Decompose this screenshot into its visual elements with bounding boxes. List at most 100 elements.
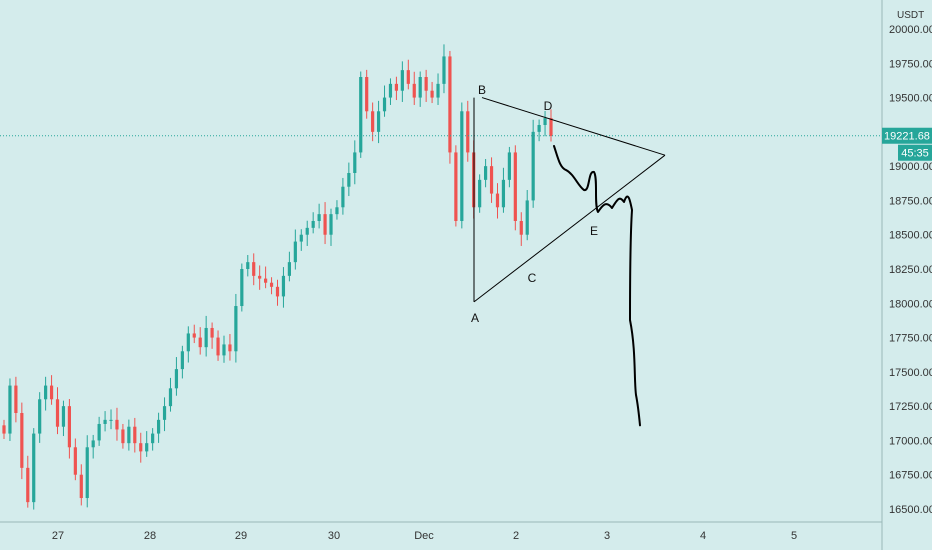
- triangle-lower-trendline[interactable]: [473, 154, 666, 303]
- y-tick-label: 17750.00: [889, 333, 932, 345]
- candle-body[interactable]: [341, 186, 345, 208]
- candle-body[interactable]: [275, 286, 280, 297]
- candle-body[interactable]: [156, 419, 161, 434]
- candle-body[interactable]: [513, 152, 517, 221]
- candle-body[interactable]: [234, 306, 238, 352]
- candle-body[interactable]: [483, 166, 488, 180]
- candle-body[interactable]: [91, 440, 95, 448]
- candle-body[interactable]: [121, 429, 125, 444]
- candle-body[interactable]: [210, 327, 214, 338]
- candle-body[interactable]: [305, 227, 309, 235]
- candle-body[interactable]: [222, 344, 226, 356]
- candle-body[interactable]: [168, 388, 173, 407]
- candle-body[interactable]: [97, 423, 101, 441]
- candle-body[interactable]: [287, 262, 291, 276]
- candle-body[interactable]: [26, 467, 30, 503]
- candle-body[interactable]: [388, 83, 393, 98]
- candle-body[interactable]: [323, 214, 327, 235]
- candle-body[interactable]: [38, 399, 42, 434]
- candle-body[interactable]: [180, 351, 184, 370]
- candle-body[interactable]: [537, 125, 541, 132]
- candle-body[interactable]: [495, 193, 500, 208]
- candle-body[interactable]: [424, 77, 428, 91]
- candle-body[interactable]: [359, 77, 363, 153]
- candle-body[interactable]: [246, 262, 250, 269]
- candle-body[interactable]: [507, 152, 511, 180]
- candle-body[interactable]: [44, 385, 48, 400]
- candle-body[interactable]: [216, 337, 220, 356]
- candle-body[interactable]: [252, 262, 256, 276]
- projection-drawing[interactable]: [553, 145, 641, 427]
- candle-body[interactable]: [264, 278, 268, 283]
- candle-body[interactable]: [353, 152, 357, 173]
- candle-body[interactable]: [61, 406, 66, 427]
- x-tick-label: 2: [513, 530, 519, 542]
- candle-body[interactable]: [371, 111, 375, 132]
- candle-body[interactable]: [139, 443, 143, 452]
- candle-body[interactable]: [14, 385, 18, 413]
- candle-body[interactable]: [454, 152, 458, 221]
- candle-body[interactable]: [335, 207, 339, 215]
- candle-body[interactable]: [73, 447, 77, 475]
- candle-body[interactable]: [412, 83, 416, 98]
- candle-body[interactable]: [198, 337, 202, 348]
- candle-body[interactable]: [394, 83, 399, 91]
- candle-body[interactable]: [85, 447, 89, 499]
- candle-body[interactable]: [478, 179, 482, 208]
- candle-body[interactable]: [531, 131, 535, 201]
- candle-body[interactable]: [269, 282, 274, 287]
- candle-body[interactable]: [2, 425, 6, 434]
- triangle-upper-trendline[interactable]: [481, 97, 666, 156]
- candle-body[interactable]: [442, 56, 446, 84]
- candle-body[interactable]: [299, 234, 303, 242]
- candle-body[interactable]: [127, 426, 131, 444]
- candle-body[interactable]: [317, 214, 321, 221]
- candle-body[interactable]: [329, 214, 333, 235]
- candle-body[interactable]: [20, 413, 24, 468]
- candle-body[interactable]: [258, 275, 262, 279]
- candle-body[interactable]: [8, 385, 12, 434]
- candle-body[interactable]: [109, 419, 113, 421]
- candle-body[interactable]: [519, 221, 523, 235]
- candle-body[interactable]: [448, 56, 452, 153]
- candle-body[interactable]: [311, 221, 315, 228]
- candle-body[interactable]: [115, 419, 119, 430]
- candle-body[interactable]: [133, 426, 137, 444]
- candle-body[interactable]: [103, 419, 107, 424]
- candle-body[interactable]: [240, 269, 244, 307]
- candle-body[interactable]: [186, 333, 190, 352]
- y-axis-unit: USDT: [897, 10, 924, 21]
- candle-body[interactable]: [228, 344, 232, 352]
- candle-body[interactable]: [55, 399, 60, 427]
- candle-body[interactable]: [174, 369, 179, 389]
- candle-body[interactable]: [376, 111, 381, 132]
- candle-body[interactable]: [67, 406, 72, 448]
- candle-body[interactable]: [145, 443, 149, 452]
- candle-body[interactable]: [430, 90, 434, 98]
- candle-body[interactable]: [162, 406, 167, 420]
- candle-body[interactable]: [192, 333, 196, 338]
- candle-body[interactable]: [293, 241, 297, 263]
- candle-body[interactable]: [400, 70, 404, 91]
- candle-body[interactable]: [347, 173, 351, 187]
- candle-body[interactable]: [436, 83, 440, 98]
- candle-body[interactable]: [525, 200, 529, 235]
- candle-body[interactable]: [418, 77, 422, 98]
- candle-body[interactable]: [365, 77, 369, 112]
- candle-body[interactable]: [501, 179, 506, 208]
- candle-body[interactable]: [489, 166, 494, 194]
- candle-body[interactable]: [32, 433, 36, 503]
- candle-body[interactable]: [79, 474, 83, 499]
- candle-body[interactable]: [204, 327, 208, 348]
- candle-body[interactable]: [281, 275, 286, 297]
- candle-body[interactable]: [466, 111, 470, 153]
- candle-body[interactable]: [460, 111, 464, 221]
- candle-body[interactable]: [49, 385, 54, 400]
- candle-body[interactable]: [406, 70, 410, 84]
- candle-body[interactable]: [151, 433, 155, 444]
- candle-body[interactable]: [382, 97, 387, 112]
- candle-body[interactable]: [549, 118, 553, 136]
- candle-body[interactable]: [543, 118, 547, 125]
